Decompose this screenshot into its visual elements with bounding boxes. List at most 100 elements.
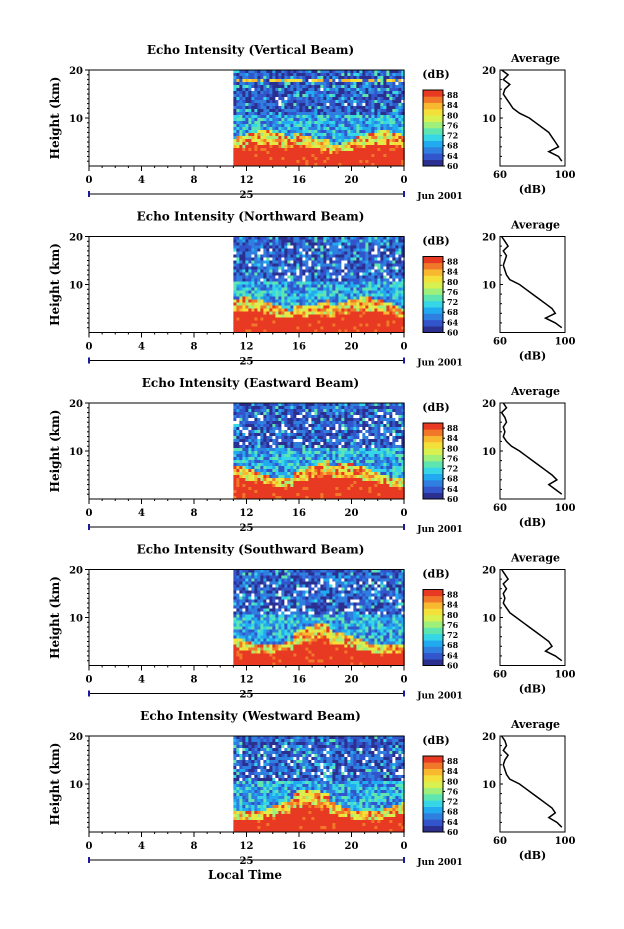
colorbar-segment <box>423 115 443 122</box>
colorbar-tick-label: 76 <box>447 620 459 630</box>
colorbar-tick-label: 72 <box>447 131 458 141</box>
y-axis-label: Height (km) <box>48 576 62 659</box>
colorbar-tick-label: 60 <box>447 494 459 504</box>
x-tick-label: 4 <box>138 508 145 519</box>
y-tick-label: 10 <box>69 614 83 625</box>
y-tick-label: 10 <box>69 281 83 292</box>
average-title: Average <box>510 552 560 565</box>
y-tick-label: 20 <box>69 66 83 77</box>
colorbar-tick-label: 80 <box>447 443 459 453</box>
y-axis-label: Height (km) <box>48 77 62 160</box>
colorbar-segment <box>423 768 443 776</box>
heatmap-cells <box>233 403 405 500</box>
colorbar-segment <box>423 140 443 148</box>
colorbar-tick-label: 88 <box>447 590 459 600</box>
colorbar-tick-label: 76 <box>447 453 459 463</box>
average-y-tick-label: 20 <box>482 732 496 743</box>
colorbar-tick-label: 88 <box>447 257 459 267</box>
colorbar-segment <box>423 262 443 270</box>
colorbar-segment <box>423 787 443 795</box>
average-y-tick-label: 20 <box>482 66 496 77</box>
average-x-tick-label: 60 <box>493 337 507 348</box>
x-tick-label: 4 <box>138 841 145 852</box>
colorbar-segment <box>423 825 443 833</box>
colorbar-segment <box>423 153 443 160</box>
day-label: 25 <box>240 190 254 201</box>
colorbar-segment <box>423 652 443 660</box>
colorbar-tick-label: 72 <box>447 630 458 640</box>
colorbar-unit: (dB) <box>422 401 449 414</box>
panel-title: Echo Intensity (Southward Beam) <box>137 543 365 557</box>
colorbar-tick-label: 64 <box>447 484 459 494</box>
colorbar-segment <box>423 96 443 103</box>
colorbar-segment <box>423 288 443 295</box>
colorbar-segment <box>423 275 443 283</box>
average-x-tick-label: 60 <box>493 170 507 181</box>
y-tick-label: 10 <box>69 780 83 791</box>
average-frame <box>499 735 566 833</box>
colorbar-segment <box>423 467 443 474</box>
panels: Echo Intensity (Vertical Beam) 10 20 Height… <box>48 43 575 868</box>
colorbar-segment <box>423 659 443 666</box>
average-y-tick-label: 20 <box>482 399 496 410</box>
y-tick-label: 20 <box>69 233 83 244</box>
colorbar-tick-label: 60 <box>447 328 459 338</box>
colorbar-segment <box>423 473 443 481</box>
average-x-tick-label: 100 <box>555 836 576 847</box>
colorbar-frame <box>422 256 444 333</box>
colorbar-segment <box>423 121 443 129</box>
average-y-tick-label: 10 <box>482 780 496 791</box>
panel-west: Echo Intensity (Westward Beam) 10 20 Height… <box>48 709 575 868</box>
date-label: Jun 2001 <box>416 359 463 369</box>
colorbar-segment <box>423 756 443 763</box>
x-tick-label: 4 <box>138 675 145 686</box>
x-tick-label: 0 <box>86 342 93 353</box>
date-label: Jun 2001 <box>416 858 463 868</box>
average-frame <box>499 236 566 333</box>
average-frame <box>499 402 566 500</box>
average-y-tick-label: 10 <box>482 614 496 625</box>
average-y-tick-label: 10 <box>482 114 496 125</box>
average-x-tick-label: 60 <box>493 670 507 681</box>
colorbar-segment <box>423 608 443 616</box>
colorbar-segment <box>423 256 443 264</box>
panel-title: Echo Intensity (Vertical Beam) <box>147 43 354 57</box>
colorbar-frame <box>422 422 444 500</box>
colorbar-tick-label: 64 <box>447 151 459 161</box>
y-axis-label: Height (km) <box>48 410 62 493</box>
colorbar-segment <box>423 775 443 782</box>
panel-title: Echo Intensity (Northward Beam) <box>137 210 365 224</box>
average-y-tick-label: 20 <box>482 233 496 244</box>
x-tick-label: 20 <box>345 675 359 686</box>
average-x-tick-label: 60 <box>493 503 507 514</box>
average-title: Average <box>510 385 560 398</box>
x-tick-label: 8 <box>191 175 198 186</box>
colorbar-tick-label: 80 <box>447 610 459 620</box>
day-label: 25 <box>240 690 254 701</box>
colorbar-segment <box>423 492 443 500</box>
x-tick-label: 12 <box>240 675 254 686</box>
x-tick-label: 0 <box>401 841 408 852</box>
x-tick-label: 20 <box>345 342 359 353</box>
average-profile-line <box>500 402 563 495</box>
average-x-label: (dB) <box>519 683 546 696</box>
colorbar-tick-label: 60 <box>447 161 459 171</box>
x-tick-label: 0 <box>86 175 93 186</box>
colorbar-frame <box>422 755 444 833</box>
average-x-tick-label: 100 <box>555 670 576 681</box>
colorbar-tick-label: 68 <box>447 307 459 317</box>
x-tick-label: 0 <box>401 675 408 686</box>
panel-title: Echo Intensity (Westward Beam) <box>140 709 361 723</box>
colorbar-tick-label: 84 <box>447 100 459 110</box>
x-tick-label: 0 <box>401 175 408 186</box>
colorbar-tick-label: 80 <box>447 110 459 120</box>
colorbar-segment <box>423 614 443 622</box>
average-y-tick-label: 10 <box>482 281 496 292</box>
colorbar-segment <box>423 294 443 302</box>
colorbar-frame <box>422 589 444 666</box>
heatmap-cells <box>233 70 405 167</box>
colorbar-segment <box>423 640 443 647</box>
colorbar-tick-label: 84 <box>447 267 459 277</box>
y-tick-label: 20 <box>69 399 83 410</box>
average-frame <box>499 569 566 666</box>
